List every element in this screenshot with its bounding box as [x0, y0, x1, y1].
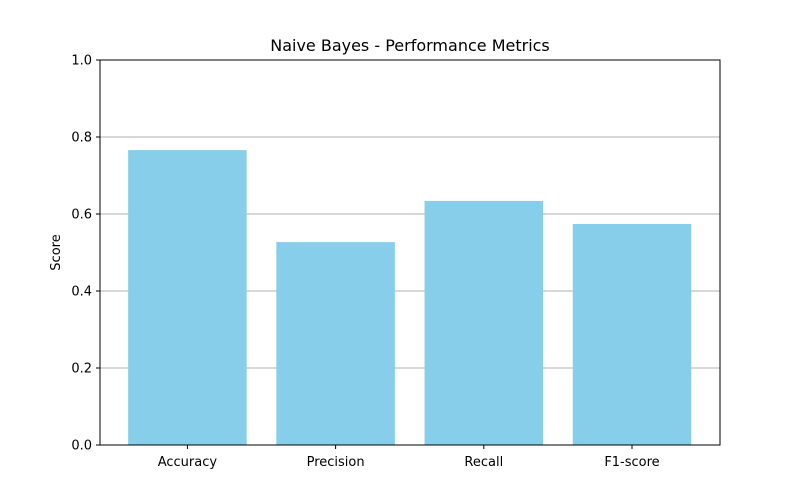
bar-recall — [424, 200, 544, 445]
plot-frame — [99, 59, 721, 446]
chart-title: Naive Bayes - Performance Metrics — [270, 36, 550, 55]
y-tick-label: 0.0 — [71, 439, 92, 454]
bar-precision — [276, 242, 395, 445]
bars — [128, 150, 692, 445]
y-tick-label: 0.8 — [71, 131, 92, 146]
y-tick-label: 0.4 — [71, 285, 92, 300]
y-axis-ticks: 0.0 0.2 0.4 0.6 0.8 1.0 — [71, 54, 100, 454]
y-tick-label: 0.2 — [71, 362, 92, 377]
x-tick-label: Recall — [464, 455, 503, 470]
x-tick-label: Precision — [307, 455, 365, 470]
y-tick-label: 0.6 — [71, 208, 92, 223]
y-tick-label: 1.0 — [71, 54, 92, 69]
x-tick-label: F1-score — [604, 455, 659, 470]
x-axis-ticks: Accuracy Precision Recall F1-score — [158, 445, 660, 470]
bar-f1-score — [572, 224, 692, 445]
bar-accuracy — [128, 150, 247, 445]
x-tick-label: Accuracy — [158, 455, 218, 470]
y-axis-label: Score — [49, 234, 64, 270]
